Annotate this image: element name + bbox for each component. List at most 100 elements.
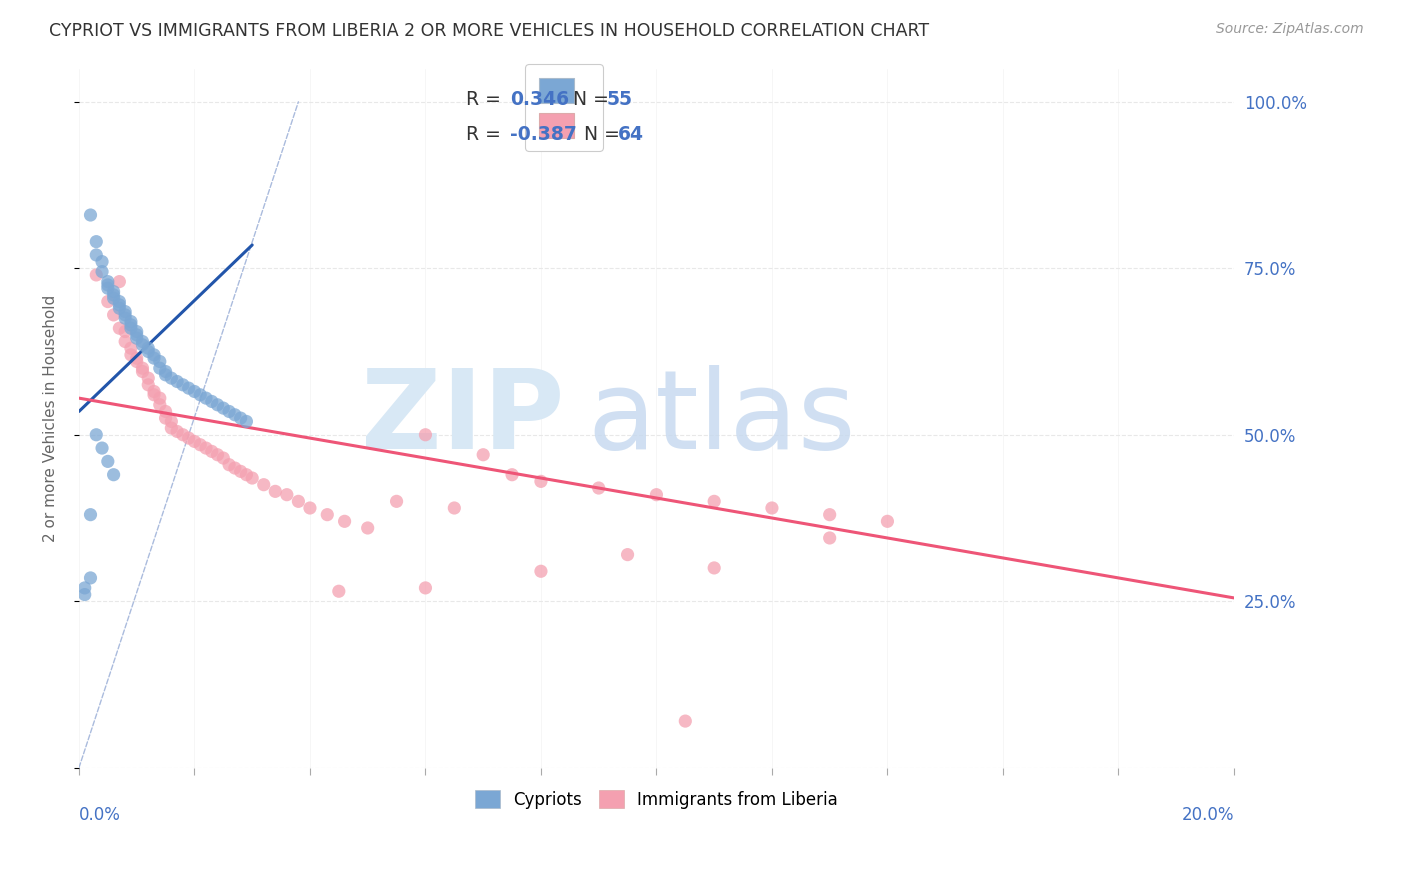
Point [761,501,783,516]
Point [703,494,725,508]
Point [103,285,125,299]
Point [108,321,131,335]
Text: 0.0%: 0.0% [79,806,121,824]
Point [149,361,172,376]
Point [114,311,136,326]
Point [276,488,298,502]
Point [235,414,257,428]
Point [91,254,114,268]
Text: R =: R = [465,126,506,145]
Point [501,467,523,482]
Point [703,561,725,575]
Point [108,275,131,289]
Point [114,304,136,318]
Point [188,388,211,402]
Point [79,508,101,522]
Point [79,571,101,585]
Point [287,494,309,508]
Point [84,248,107,262]
Point [818,531,841,545]
Text: 64: 64 [619,126,644,145]
Point [125,327,148,342]
Point [616,548,638,562]
Point [108,294,131,309]
Point [131,364,153,378]
Y-axis label: 2 or more Vehicles in Household: 2 or more Vehicles in Household [44,294,58,541]
Point [149,391,172,405]
Point [530,475,553,489]
Point [229,411,252,425]
Point [155,404,177,418]
Point [143,388,166,402]
Point [218,404,240,418]
Point [172,427,194,442]
Point [103,291,125,305]
Point [108,298,131,312]
Point [166,375,188,389]
Point [136,371,159,385]
Point [264,484,287,499]
Point [316,508,339,522]
Point [131,338,153,352]
Text: atlas: atlas [588,365,856,472]
Point [212,401,235,416]
Point [143,384,166,399]
Text: N =: N = [561,90,614,110]
Point [177,381,200,395]
Point [673,714,696,728]
Point [415,427,437,442]
Point [103,288,125,302]
Point [114,325,136,339]
Point [103,467,125,482]
Point [84,427,107,442]
Point [172,377,194,392]
Point [645,488,668,502]
Point [97,294,120,309]
Point [73,581,96,595]
Point [91,441,114,455]
Text: 0.346: 0.346 [510,90,569,110]
Legend: Cypriots, Immigrants from Liberia: Cypriots, Immigrants from Liberia [468,784,845,815]
Point [143,348,166,362]
Text: CYPRIOT VS IMMIGRANTS FROM LIBERIA 2 OR MORE VEHICLES IN HOUSEHOLD CORRELATION C: CYPRIOT VS IMMIGRANTS FROM LIBERIA 2 OR … [49,22,929,40]
Point [183,434,205,449]
Point [114,334,136,349]
Point [160,414,183,428]
Point [79,208,101,222]
Text: ZIP: ZIP [361,365,564,472]
Point [136,341,159,355]
Point [588,481,610,495]
Point [131,361,153,376]
Point [97,277,120,292]
Point [195,391,218,405]
Point [131,334,153,349]
Point [143,351,166,366]
Point [415,581,437,595]
Text: N =: N = [572,126,626,145]
Point [125,354,148,368]
Point [195,441,218,455]
Point [120,348,142,362]
Point [155,368,177,382]
Point [120,318,142,332]
Point [177,431,200,445]
Point [103,308,125,322]
Point [125,351,148,366]
Point [160,421,183,435]
Point [125,331,148,345]
Point [876,514,898,528]
Point [155,364,177,378]
Point [385,494,408,508]
Point [73,588,96,602]
Point [240,471,263,485]
Point [207,398,229,412]
Text: R =: R = [465,90,506,110]
Point [188,438,211,452]
Text: 55: 55 [607,90,633,110]
Point [136,344,159,359]
Point [183,384,205,399]
Point [149,398,172,412]
Point [530,564,553,578]
Point [97,275,120,289]
Point [235,467,257,482]
